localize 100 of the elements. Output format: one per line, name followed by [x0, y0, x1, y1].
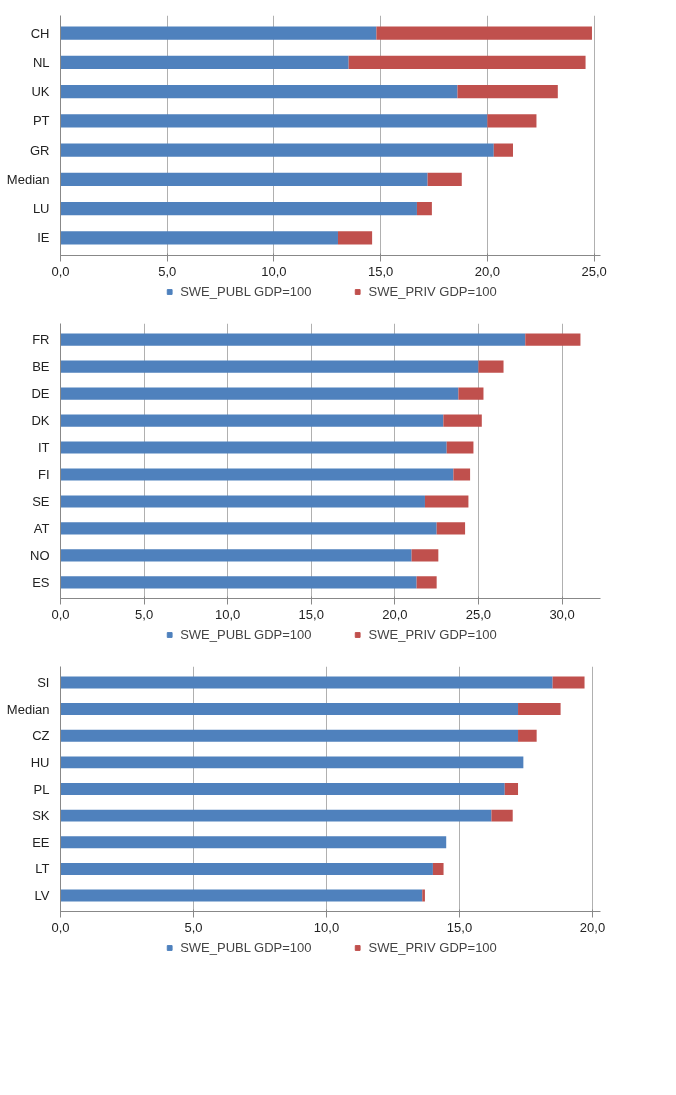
bar [453, 468, 471, 481]
bar [60, 387, 459, 400]
x-tick-label: 25,0 [581, 263, 607, 279]
y-tick-label: PT [32, 113, 50, 129]
bar [60, 729, 519, 742]
bar [60, 114, 488, 128]
bar [552, 676, 585, 689]
y-tick-label: UK [31, 84, 50, 100]
bar [518, 703, 561, 716]
bar [60, 576, 417, 589]
legend-label: SWE_PUBL GDP=100 [180, 626, 312, 642]
y-tick-label: FI [37, 466, 50, 482]
x-tick-label: 20,0 [579, 919, 606, 935]
y-tick-label: FR [32, 332, 50, 348]
x-tick-label: 0,0 [51, 919, 70, 935]
bar [60, 703, 519, 716]
x-tick-label: 0,0 [51, 263, 70, 279]
y-tick-label: LU [32, 201, 50, 217]
bar [60, 202, 417, 216]
bar [60, 836, 447, 849]
x-tick-label: 0,0 [51, 606, 70, 622]
bar [458, 387, 484, 400]
y-tick-label: Median [6, 701, 50, 717]
legend-label: SWE_PUBL GDP=100 [180, 939, 312, 955]
bar [446, 441, 474, 454]
legend-label: SWE_PUBL GDP=100 [180, 283, 312, 299]
y-tick-label: DK [31, 413, 50, 429]
x-tick-label: 15,0 [298, 606, 324, 622]
y-tick-label: LT [35, 861, 50, 877]
bar [337, 231, 373, 245]
bar [60, 360, 479, 373]
y-tick-label: EE [32, 834, 50, 850]
bar [491, 809, 513, 822]
y-tick-label: CH [30, 25, 50, 41]
y-tick-label: PL [33, 781, 50, 797]
bar [525, 333, 581, 346]
y-tick-label: IE [37, 230, 50, 246]
bar [60, 549, 412, 562]
y-tick-label: SK [32, 808, 50, 824]
bar [348, 55, 586, 69]
y-tick-label: Median [6, 171, 50, 187]
bar [416, 576, 437, 589]
bar [60, 676, 553, 689]
bar [60, 522, 437, 535]
x-tick-label: 5,0 [158, 263, 177, 279]
bar [416, 202, 432, 216]
bar [443, 414, 482, 427]
x-tick-label: 15,0 [446, 919, 473, 935]
bar [487, 114, 537, 128]
bar [493, 143, 513, 157]
bar [60, 55, 349, 69]
legend-label: SWE_PRIV GDP=100 [368, 283, 497, 299]
bar [60, 26, 377, 40]
bar [411, 549, 439, 562]
y-tick-label: ES [32, 574, 50, 590]
bar [60, 414, 444, 427]
y-tick-label: SE [32, 493, 50, 509]
x-tick-label: 10,0 [215, 606, 241, 622]
y-tick-label: GR [30, 142, 50, 158]
y-tick-label: SI [37, 674, 50, 690]
y-tick-label: IT [37, 440, 50, 456]
bar [60, 756, 524, 769]
bar [436, 522, 466, 535]
bar [60, 783, 505, 795]
bar [60, 495, 425, 508]
legend-label: SWE_PRIV GDP=100 [368, 626, 497, 642]
x-tick-label: 20,0 [474, 263, 501, 279]
bar [60, 231, 338, 245]
y-tick-label: DE [31, 386, 50, 402]
bar [457, 85, 558, 99]
bar [60, 809, 492, 822]
bar [60, 172, 428, 186]
y-tick-label: LV [34, 888, 50, 904]
x-tick-label: 15,0 [368, 263, 394, 279]
bar [478, 360, 504, 373]
bar [422, 889, 425, 902]
x-tick-label: 30,0 [549, 606, 575, 622]
bar [60, 333, 526, 346]
y-tick-label: HU [30, 754, 50, 770]
bar [424, 495, 469, 508]
bar [432, 862, 444, 875]
bar [504, 783, 519, 795]
y-tick-label: NO [30, 547, 50, 563]
bar [60, 889, 423, 902]
x-tick-label: 20,0 [382, 606, 408, 622]
y-tick-label: BE [32, 359, 50, 375]
y-tick-label: AT [33, 520, 50, 536]
bar [60, 862, 433, 875]
bar [60, 468, 454, 481]
bar [60, 441, 447, 454]
bar [427, 172, 462, 186]
y-tick-label: CZ [32, 728, 50, 744]
x-tick-label: 5,0 [184, 919, 203, 935]
bar [60, 85, 458, 99]
x-tick-label: 5,0 [135, 606, 154, 622]
bar [60, 143, 494, 157]
bar [518, 729, 537, 742]
legend-label: SWE_PRIV GDP=100 [368, 939, 497, 955]
x-tick-label: 10,0 [313, 919, 340, 935]
y-tick-label: NL [32, 54, 50, 70]
